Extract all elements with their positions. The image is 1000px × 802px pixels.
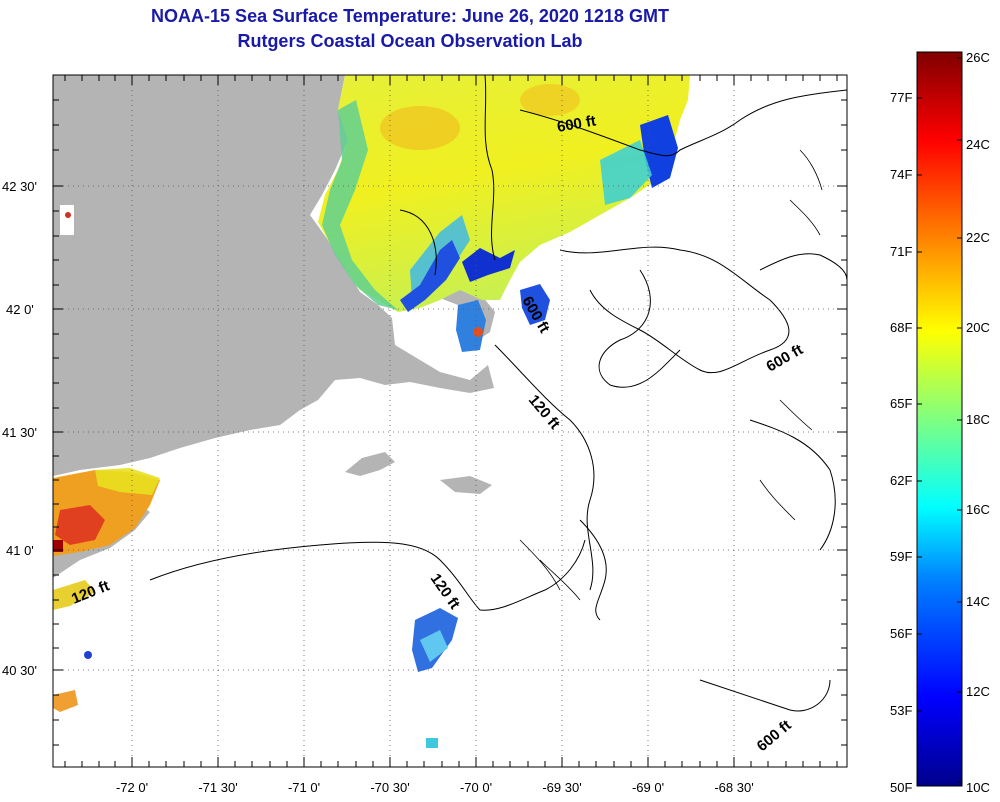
colorbar-c-label: 20C [966,320,990,335]
sst-hot-spot [53,540,63,552]
cloud-patch [60,205,74,235]
colorbar-c-label: 26C [966,50,990,65]
colorbar-c-label: 12C [966,684,990,699]
sst-patch-south-2 [420,630,448,662]
sst-warm-patch [520,84,580,116]
depth-label: 600 ft [556,112,598,136]
colorbar-f-label: 50F [890,780,912,795]
sst-cold-band-2 [462,248,515,282]
sst-cold-cape-bay [456,300,486,352]
shoal-outlines [519,149,823,601]
title-line-1: NOAA-15 Sea Surface Temperature: June 26… [151,6,669,26]
sst-warm-spot [473,327,483,337]
colorbar-f-label: 68F [890,320,912,335]
colorbar-c-label: 18C [966,412,990,427]
colorbar-c-label: 22C [966,230,990,245]
colorbar-f-label: 65F [890,396,912,411]
colorbar-f-label: 77F [890,90,912,105]
sst-southwest-strip [53,580,95,610]
sst-teal-east [600,140,652,205]
lat-label: 41 0' [6,543,34,558]
colorbar-c-label: 16C [966,502,990,517]
land-nantucket [440,476,492,494]
sst-cool-coast [322,100,398,310]
colorbar-f-label: 53F [890,703,912,718]
lon-label: -68 30' [714,780,753,795]
title-line-2: Rutgers Coastal Ocean Observation Lab [237,31,583,51]
colorbar-f-label: 71F [890,244,912,259]
map-frame [52,74,848,768]
frame-ticks [53,75,847,767]
sst-small-patch [84,651,92,659]
sst-small-patch [65,212,71,218]
lon-label: -71 30' [198,780,237,795]
lon-label: -70 0' [460,780,492,795]
colorbar-ticks [917,57,962,787]
colorbar-c-label: 24C [966,137,990,152]
sst-southwest-yellow [95,468,160,495]
graticule [53,75,847,767]
lon-label: -72 0' [116,780,148,795]
lat-label: 42 0' [6,302,34,317]
lon-label: -71 0' [288,780,320,795]
colorbar-f-label: 56F [890,626,912,641]
sst-cold-chatham [520,284,550,325]
sst-cold-band [400,240,460,312]
lat-label: 41 30' [2,425,37,440]
lon-label: -69 30' [542,780,581,795]
colorbar-c-label: 14C [966,594,990,609]
bathymetry-contours [149,75,847,712]
land-new-england [53,75,494,476]
colorbar [916,51,963,787]
sst-southwest-red [55,505,105,545]
sst-small-patch [426,738,438,748]
lat-label: 42 30' [2,179,37,194]
land-marthas-vineyard [345,452,395,476]
lat-label: 40 30' [2,663,37,678]
colorbar-f-label: 59F [890,549,912,564]
colorbar-f-label: 74F [890,167,912,182]
lon-label: -69 0' [632,780,664,795]
lon-label: -70 30' [370,780,409,795]
sst-small-patch-west [53,690,78,712]
colorbar-f-label: 62F [890,473,912,488]
colorbar-c-label: 10C [966,780,990,795]
sst-warm-patch [380,106,460,150]
